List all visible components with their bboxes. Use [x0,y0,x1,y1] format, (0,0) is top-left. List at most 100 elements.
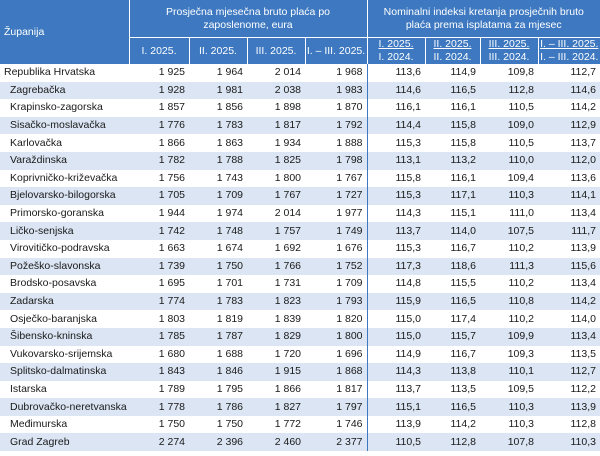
index-cell: 114,6 [538,81,600,100]
table-row: Karlovačka 1 866 1 863 1 934 1 888 115,3 115,8… [0,134,600,152]
index-cell: 113,5 [450,382,477,395]
index-cell: 111,7 [538,222,600,240]
salary-cell: 1 746 [305,415,368,434]
salary-col-header: II. 2025. [189,37,248,64]
salary-cell: 1 778 [129,398,189,416]
table-row: Istarska 1 789 1 795 1 866 1 817 113,7 113,5 10… [0,380,600,399]
salary-cell: 1 827 [247,398,305,416]
county-name: Virovitičko-podravska [10,242,110,255]
county-name: Koprivničko-križevačka [10,171,118,184]
index-cell: 109,5 [507,382,534,395]
salary-cell: 1 674 [216,242,243,255]
salary-cell: 1 787 [189,327,247,346]
index-cell: 110,3 [480,187,538,205]
index-cell: 110,2 [508,277,535,290]
salary-cell: 1 817 [305,380,368,399]
index-cell: 113,7 [395,382,422,395]
index-col-header: I. – III. 2025. I. – III. 2024. [538,37,600,64]
index-cell: 116,5 [425,292,480,311]
index-col-top: I. 2025. [378,38,414,50]
index-col-header: II. 2025. II. 2024. [425,37,481,64]
index-col-header: I. 2025. I. 2024. [367,37,426,64]
table-row: Šibensko-kninska 1 785 1 787 1 829 1 800 115,… [0,327,600,346]
index-cell: 117,3 [367,257,425,276]
index-cell: 110,8 [480,292,538,311]
county-name: Republika Hrvatska [4,66,96,79]
table-row: Bjelovarsko-bilogorska 1 705 1 709 1 767 1 7… [0,187,600,205]
salary-cell: 1 785 [129,327,189,346]
index-col-bottom: II. 2024. [433,51,472,63]
salary-cell: 1 829 [247,327,305,346]
index-cell: 111,0 [509,207,534,220]
header-row-top: Županija Prosječna mjesečna bruto plaća … [0,0,600,64]
salary-cell: 1 792 [305,116,368,135]
index-cell: 116,7 [450,242,477,255]
salary-cell: 1 663 [158,242,185,255]
salary-cell: 1 743 [216,171,243,184]
index-cell: 110,3 [508,418,535,431]
table-row: Zagrebačka 1 928 1 981 2 038 1 983 114,6 116,5… [0,81,600,100]
salary-cell: 1 774 [129,292,189,311]
index-cell: 113,7 [367,222,425,240]
index-col-bottom: III. 2024. [488,51,530,63]
table-body: Republika Hrvatska 1 925 1 964 2 014 1 968 11… [0,64,600,452]
salary-cell: 1 756 [158,171,185,184]
index-cell: 110,2 [508,312,535,325]
table-row: Republika Hrvatska 1 925 1 964 2 014 1 968 11… [0,64,600,82]
index-cell: 113,1 [367,151,425,170]
salary-cell: 1 843 [129,363,189,381]
index-cell: 110,0 [480,151,538,170]
table-row: Zadarska 1 774 1 783 1 823 1 793 115,9 116,5 11… [0,292,600,311]
index-cell: 112,8 [480,81,538,100]
county-name: Međimurska [10,418,68,431]
county-name: Vukovarsko-srijemska [10,347,113,360]
index-cell: 114,9 [395,347,422,360]
salary-cell: 1 934 [274,136,301,149]
index-cell: 113,4 [538,327,600,346]
index-cell: 112,8 [570,418,597,431]
salary-cell: 1 750 [189,257,247,276]
index-cell: 113,5 [570,347,597,360]
salary-cell: 1 888 [305,134,368,152]
index-cell: 109,3 [507,347,534,360]
county-name: Šibensko-kninska [0,327,129,346]
table-row: Dubrovačko-neretvanska 1 778 1 786 1 827 1 7… [0,398,600,416]
salary-cell: 1 727 [305,187,368,205]
salary-cell: 2 377 [305,433,368,452]
salary-cell: 1 944 [158,207,185,220]
salary-col-header: I. 2025. [129,37,190,64]
index-cell: 112,7 [538,363,600,381]
index-cell: 107,8 [480,433,538,452]
salary-cell: 1 720 [274,347,301,360]
salary-cell: 1 898 [274,101,301,114]
index-cell: 110,3 [538,433,600,452]
salary-cell: 1 696 [305,345,368,364]
index-cell: 113,2 [425,151,480,170]
index-cell: 110,3 [480,398,538,416]
county-name: Sisačko-moslavačka [0,116,129,135]
index-cell: 113,9 [570,242,597,255]
index-cell: 114,3 [395,207,422,220]
salary-cell: 1 739 [129,257,189,276]
county-name: Zagrebačka [0,81,129,100]
table-row: Koprivničko-križevačka 1 756 1 743 1 800 1 7… [0,169,600,188]
index-cell: 115,7 [425,327,480,346]
index-cell: 112,9 [538,116,600,135]
county-name: Splitsko-dalmatinska [0,363,129,381]
salary-cell: 1 786 [189,398,247,416]
index-cell: 113,7 [570,136,597,149]
county-name: Bjelovarsko-bilogorska [0,187,129,205]
salary-cell: 1 750 [216,418,243,431]
salary-col-header: III. 2025. [247,37,306,64]
index-cell: 114,2 [450,418,477,431]
salary-cell: 1 977 [305,204,368,223]
index-cell: 115,8 [395,171,422,184]
county-name: Osječko-baranjska [10,312,97,325]
index-cell: 115,0 [367,327,425,346]
index-cell: 117,4 [450,312,477,325]
salary-cell: 2 460 [247,433,305,452]
index-cell: 114,8 [395,277,422,290]
salary-cell: 1 866 [274,382,301,395]
salary-cell: 2 014 [274,207,301,220]
index-cell: 110,5 [508,101,535,114]
